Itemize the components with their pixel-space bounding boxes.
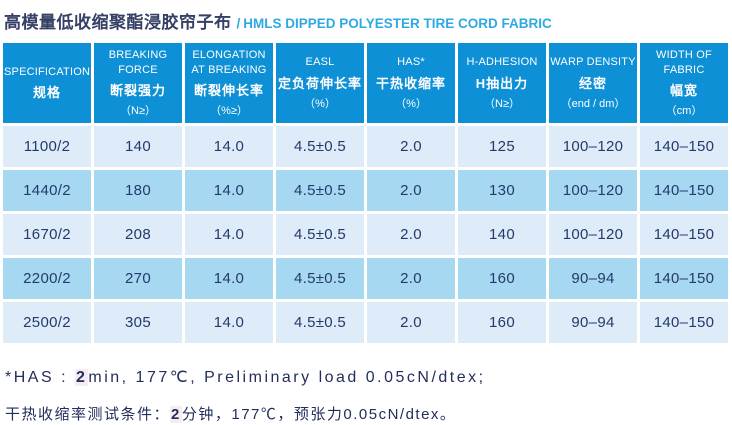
column-header-has: HAS* 干热收缩率 （%） [367, 43, 455, 123]
header-label-cn: 干热收缩率 [375, 75, 446, 91]
header-label-en: HAS* [397, 56, 425, 69]
column-header-specification: SPECIFICATION 规格 [3, 43, 91, 123]
spec-table: SPECIFICATION 规格 BREAKING FORCE 断裂强力 （N≥） ELO… [0, 40, 731, 346]
data-cell: 4.5±0.5 [276, 302, 364, 343]
data-cell: 140 [94, 126, 182, 167]
data-cell: 2.0 [367, 170, 455, 211]
header-unit: （%） [395, 97, 427, 110]
header-label-cn: 断裂伸长率 [193, 82, 264, 98]
data-cell: 130 [458, 170, 546, 211]
data-cell: 90–94 [549, 258, 637, 299]
footnotes: *HAS : 2min, 177℃, Preliminary load 0.05… [5, 367, 732, 424]
table-row-2200-2: 2200/2 270 14.0 4.5±0.5 2.0 160 90–94 140–150 [3, 258, 728, 299]
data-cell: 270 [94, 258, 182, 299]
table-row-2500-2: 2500/2 305 14.0 4.5±0.5 2.0 160 90–94 140–150 [3, 302, 728, 343]
data-cell: 2.0 [367, 214, 455, 255]
header-unit: （N≥） [484, 97, 520, 110]
data-cell: 140–150 [640, 126, 728, 167]
header-label-cn: 经密 [578, 75, 607, 91]
data-cell: 14.0 [185, 258, 273, 299]
header-label-en: EASL [305, 56, 335, 69]
data-cell: 2.0 [367, 126, 455, 167]
title-chinese: 高模量低收缩聚酯浸胶帘子布 [4, 13, 232, 32]
column-header-warp-density: WARP DENSITY 经密 （end / dm） [549, 43, 637, 123]
column-header-width-of-fabric: WIDTH OF FABRIC 幅宽 （cm） [640, 43, 728, 123]
specification-cell: 1670/2 [3, 214, 91, 255]
specification-cell: 2500/2 [3, 302, 91, 343]
header-label-cn: 规格 [32, 85, 61, 101]
specification-cell: 2200/2 [3, 258, 91, 299]
footnote-text: 分钟，177℃，预张力0.05cN/dtex。 [181, 406, 457, 423]
specification-cell: 1100/2 [3, 126, 91, 167]
header-label-en: ELONGATION AT BREAKING [191, 49, 267, 76]
header-label-cn: H抽出力 [475, 75, 529, 91]
data-cell: 2.0 [367, 302, 455, 343]
data-cell: 100–120 [549, 170, 637, 211]
data-cell: 100–120 [549, 126, 637, 167]
data-cell: 100–120 [549, 214, 637, 255]
data-cell: 180 [94, 170, 182, 211]
column-header-easl: EASL 定负荷伸长率 （%） [276, 43, 364, 123]
data-cell: 4.5±0.5 [276, 170, 364, 211]
data-cell: 140–150 [640, 258, 728, 299]
data-cell: 208 [94, 214, 182, 255]
header-unit: （end / dm） [560, 97, 626, 110]
data-cell: 140–150 [640, 214, 728, 255]
footnote-1: *HAS : 2min, 177℃, Preliminary load 0.05… [5, 367, 732, 387]
title-separator: / [236, 16, 241, 31]
data-cell: 14.0 [185, 214, 273, 255]
header-label-en: SPECIFICATION [4, 65, 91, 78]
footnote-text: *HAS : [5, 369, 75, 386]
footnote-highlight: 2 [74, 369, 89, 386]
header-unit: （cm） [665, 104, 703, 117]
title-english: HMLS DIPPED POLYESTER TIRE CORD FABRIC [243, 16, 552, 31]
header-label-en: H-ADHESION [466, 56, 538, 69]
data-cell: 305 [94, 302, 182, 343]
footnote-highlight: 2 [170, 406, 182, 423]
table-row-1440-2: 1440/2 180 14.0 4.5±0.5 2.0 130 100–120 140–150 [3, 170, 728, 211]
data-cell: 160 [458, 258, 546, 299]
specification-cell: 1440/2 [3, 170, 91, 211]
page-title: 高模量低收缩聚酯浸胶帘子布 / HMLS DIPPED POLYESTER TIRE… [0, 0, 732, 33]
header-unit: （%≥） [210, 104, 248, 117]
data-cell: 2.0 [367, 258, 455, 299]
column-header-h-adhesion: H-ADHESION H抽出力 （N≥） [458, 43, 546, 123]
data-cell: 14.0 [185, 126, 273, 167]
data-cell: 140–150 [640, 170, 728, 211]
header-row: SPECIFICATION 规格 BREAKING FORCE 断裂强力 （N≥） ELO… [3, 43, 728, 123]
header-label-en: WARP DENSITY [550, 56, 636, 69]
spec-table-header: SPECIFICATION 规格 BREAKING FORCE 断裂强力 （N≥） ELO… [3, 43, 728, 123]
column-header-elongation-at-breaking: ELONGATION AT BREAKING 断裂伸长率 （%≥） [185, 43, 273, 123]
header-unit: （N≥） [120, 104, 156, 117]
footnote-2: 干热收缩率测试条件：2分钟，177℃，预张力0.05cN/dtex。 [5, 403, 732, 424]
header-label-en: BREAKING FORCE [108, 49, 168, 76]
table-row-1100-2: 1100/2 140 14.0 4.5±0.5 2.0 125 100–120 140–150 [3, 126, 728, 167]
header-label-cn: 断裂强力 [109, 82, 166, 98]
data-cell: 125 [458, 126, 546, 167]
data-cell: 140–150 [640, 302, 728, 343]
footnote-text: 干热收缩率测试条件： [5, 406, 171, 423]
data-cell: 14.0 [185, 302, 273, 343]
data-cell: 140 [458, 214, 546, 255]
data-cell: 4.5±0.5 [276, 258, 364, 299]
spec-table-body: 1100/2 140 14.0 4.5±0.5 2.0 125 100–120 140–150… [3, 126, 728, 343]
header-unit: （%） [304, 97, 336, 110]
data-cell: 90–94 [549, 302, 637, 343]
data-cell: 14.0 [185, 170, 273, 211]
header-label-cn: 定负荷伸长率 [277, 75, 362, 91]
data-cell: 160 [458, 302, 546, 343]
column-header-breaking-force: BREAKING FORCE 断裂强力 （N≥） [94, 43, 182, 123]
header-label-cn: 幅宽 [669, 82, 698, 98]
footnote-text: min, 177℃, Preliminary load 0.05cN/dtex; [88, 369, 486, 386]
table-row-1670-2: 1670/2 208 14.0 4.5±0.5 2.0 140 100–120 140–150 [3, 214, 728, 255]
header-label-en: WIDTH OF FABRIC [656, 49, 712, 76]
data-cell: 4.5±0.5 [276, 126, 364, 167]
data-cell: 4.5±0.5 [276, 214, 364, 255]
